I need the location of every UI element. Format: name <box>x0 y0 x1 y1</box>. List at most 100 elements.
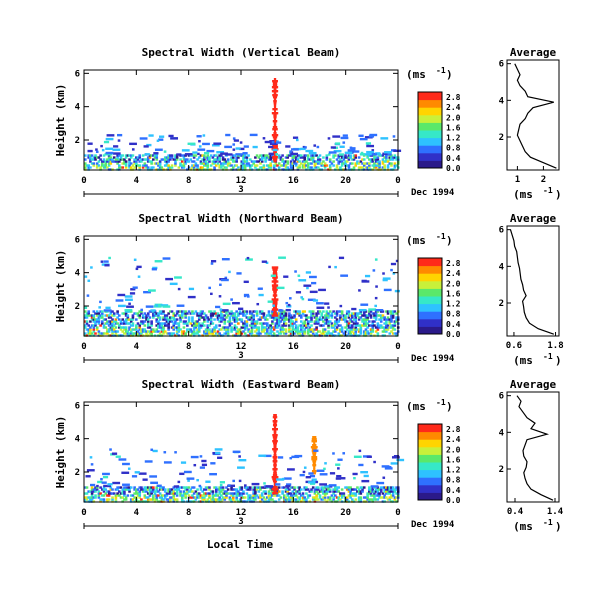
heatmap-cell <box>366 326 369 329</box>
spike-cell <box>272 80 278 83</box>
heatmap-cell <box>370 485 379 488</box>
heatmap-cell <box>269 158 272 161</box>
heatmap-cell <box>146 318 150 321</box>
heatmap-cell <box>230 328 233 331</box>
heatmap-cell <box>230 488 233 491</box>
heatmap-cell <box>366 318 369 321</box>
heatmap-cell <box>345 324 349 327</box>
heatmap-cell <box>213 160 216 163</box>
heatmap-cell <box>391 332 395 335</box>
heatmap-cell <box>175 330 179 333</box>
heatmap-cell <box>260 322 264 325</box>
heatmap-cell <box>119 156 123 159</box>
heatmap-cell <box>300 162 303 165</box>
heatmap-cell <box>121 330 125 333</box>
heatmap-cell <box>381 154 385 157</box>
heatmap-cell <box>138 160 142 163</box>
heatmap-cell <box>209 498 213 501</box>
heatmap-cell <box>177 314 181 317</box>
heatmap-cell <box>347 330 351 333</box>
heatmap-cell <box>284 314 288 317</box>
heatmap-cell <box>87 490 91 493</box>
heatmap-cell <box>339 166 342 169</box>
heatmap-cell <box>298 156 301 159</box>
heatmap-cell <box>170 496 174 499</box>
heatmap-cell <box>221 492 225 495</box>
heatmap-cell <box>90 483 96 487</box>
heatmap-cell <box>208 332 211 335</box>
heatmap-cell <box>187 142 196 145</box>
heatmap-cell <box>374 498 378 501</box>
heatmap-cell <box>235 492 238 495</box>
heatmap-cell <box>165 316 169 319</box>
heatmap-cell <box>356 160 359 163</box>
spike-cell <box>272 96 278 99</box>
heatmap-cell <box>259 316 262 319</box>
heatmap-cell <box>356 312 359 315</box>
heatmap-cell <box>157 490 160 493</box>
heatmap-cell <box>206 156 210 159</box>
heatmap-cell <box>118 326 121 329</box>
x-tick-label: 8 <box>186 176 191 186</box>
heatmap-cell <box>267 164 271 167</box>
heatmap-cell <box>375 285 378 288</box>
spike-cell <box>272 424 278 427</box>
heatmap-cell <box>306 488 310 491</box>
heatmap-cell <box>199 310 203 313</box>
heatmap-cell <box>240 332 244 335</box>
heatmap-cell <box>160 310 164 313</box>
heatmap-cell <box>206 154 210 157</box>
colorbar-segment <box>418 296 442 299</box>
heatmap-cell <box>357 166 361 169</box>
spike-cell <box>272 84 278 87</box>
heatmap-cell <box>375 308 384 312</box>
heatmap-cell <box>369 154 373 157</box>
heatmap-cell <box>277 316 281 319</box>
heatmap-cell <box>383 160 386 163</box>
heatmap-cell <box>119 326 123 329</box>
heatmap-cell <box>354 320 358 323</box>
heatmap-cell <box>123 322 126 325</box>
heatmap-cell <box>118 458 127 461</box>
heatmap-cell <box>244 484 247 487</box>
spike-cell <box>272 136 278 139</box>
heatmap-cell <box>114 332 118 335</box>
colorbar-segment <box>418 475 442 478</box>
heatmap-cell <box>312 299 319 302</box>
heatmap-cell <box>388 320 392 323</box>
heatmap-cell <box>196 324 199 327</box>
heatmap-cell <box>325 316 329 319</box>
heatmap-cell <box>272 164 276 167</box>
heatmap-cell <box>231 498 235 501</box>
heatmap-cell <box>155 496 159 499</box>
heatmap-cell <box>238 328 242 331</box>
heatmap-cell <box>225 486 228 489</box>
heatmap-cell <box>315 494 318 497</box>
y-tick-label: 6 <box>75 69 80 79</box>
heatmap-cell <box>318 160 322 163</box>
heatmap-cell <box>282 332 286 335</box>
spike-cell <box>273 422 277 425</box>
heatmap-cell <box>260 310 264 313</box>
heatmap-cell <box>146 156 150 159</box>
heatmap-cell <box>288 318 291 321</box>
heatmap-cell <box>317 160 320 163</box>
heatmap-cell <box>275 153 278 156</box>
heatmap-cell <box>240 488 244 491</box>
heatmap-cell <box>201 324 204 327</box>
heatmap-cell <box>198 484 202 488</box>
heatmap-cell <box>303 324 307 327</box>
heatmap-cell <box>197 324 201 327</box>
heatmap-cell <box>317 322 320 325</box>
heatmap-cell <box>201 322 204 325</box>
average-x-label-close: ) <box>555 520 562 533</box>
heatmap-cell <box>165 332 169 335</box>
heatmap-cell <box>277 322 281 325</box>
heatmap-cell <box>138 314 142 317</box>
heatmap-cell <box>357 496 361 499</box>
heatmap-cell <box>101 498 104 501</box>
heatmap-cell <box>230 486 233 489</box>
heatmap-cell <box>191 154 194 157</box>
heatmap-cell <box>191 330 194 333</box>
heatmap-cell <box>286 486 289 489</box>
